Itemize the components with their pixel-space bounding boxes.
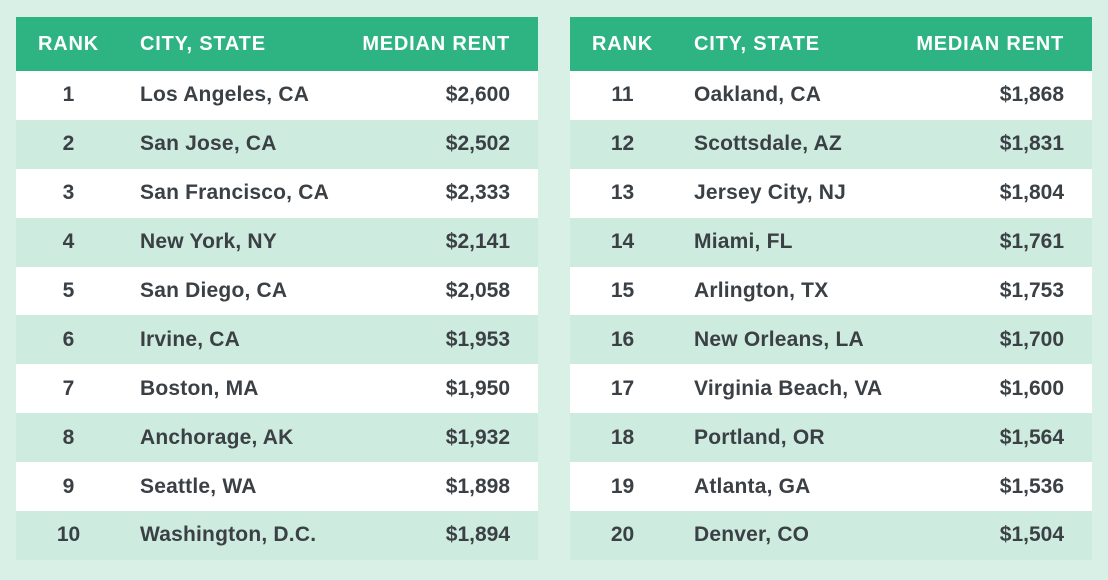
rank-cell: 18 [610,425,635,449]
rent-cell: $1,600 [999,376,1064,400]
city-cell: San Francisco, CA [140,181,329,205]
table-row: 12 Scottsdale, AZ $1,831 [570,119,1092,169]
rent-cell: $2,058 [445,279,510,302]
column-header-median-rent: MEDIAN RENT [362,32,510,55]
city-cell: San Diego, CA [140,279,288,302]
city-cell: New Orleans, LA [694,327,864,351]
rent-cell: $1,504 [999,523,1064,547]
column-header-median-rent: MEDIAN RENT [916,32,1064,55]
city-cell: Atlanta, GA [694,474,811,498]
table-row: 9 Seattle, WA $1,898 [16,462,538,512]
rank-cell: 10 [56,523,81,547]
table-row: 3 San Francisco, CA $2,333 [16,168,538,218]
rank-cell: 6 [62,327,75,351]
column-header-city-state: CITY, STATE [140,32,266,55]
table-body: 11 Oakland, CA $1,868 12 Scottsdale, AZ $1,83… [570,71,1092,560]
city-cell: Anchorage, AK [140,425,294,449]
table-row: 14 Miami, FL $1,761 [570,217,1092,267]
city-cell: Irvine, CA [140,327,241,351]
rank-cell: 15 [610,279,635,302]
city-cell: Boston, MA [140,376,259,400]
rent-cell: $1,894 [445,523,510,547]
city-cell: Washington, D.C. [140,523,317,547]
rank-cell: 3 [62,181,75,205]
rank-cell: 16 [610,327,635,351]
city-cell: Virginia Beach, VA [694,376,883,400]
rent-cell: $1,753 [999,279,1064,302]
table-row: 5 San Diego, CA $2,058 [16,266,538,316]
rank-cell: 17 [610,376,635,400]
table-row: 10 Washington, D.C. $1,894 [16,511,538,560]
rent-cell: $1,953 [445,327,510,351]
table-header-row: RANK CITY, STATE MEDIAN RENT [570,17,1092,71]
table-row: 18 Portland, OR $1,564 [570,413,1092,463]
city-cell: Los Angeles, CA [140,83,310,107]
table-row: 4 New York, NY $2,141 [16,217,538,267]
table-row: 1 Los Angeles, CA $2,600 [16,71,538,120]
rent-cell: $2,333 [445,181,510,205]
rent-cell: $1,804 [999,181,1064,205]
rank-cell: 5 [62,279,75,302]
rank-cell: 7 [62,376,75,400]
rank-cell: 12 [610,132,635,156]
city-cell: Seattle, WA [140,474,257,498]
city-cell: Miami, FL [694,230,793,254]
table-row: 20 Denver, CO $1,504 [570,511,1092,560]
rank-cell: 4 [62,230,75,254]
rent-cell: $2,141 [445,230,510,254]
rent-cell: $1,898 [445,474,510,498]
city-cell: Arlington, TX [694,279,829,302]
table-row: 7 Boston, MA $1,950 [16,364,538,414]
rent-cell: $1,700 [999,327,1064,351]
table-row: 6 Irvine, CA $1,953 [16,315,538,365]
rent-cell: $1,761 [999,230,1064,254]
rank-cell: 2 [62,132,75,156]
column-header-city-state: CITY, STATE [694,32,820,55]
table-row: 17 Virginia Beach, VA $1,600 [570,364,1092,414]
table-row: 8 Anchorage, AK $1,932 [16,413,538,463]
rank-cell: 1 [62,83,75,107]
city-cell: New York, NY [140,230,278,254]
table-row: 13 Jersey City, NJ $1,804 [570,168,1092,218]
city-cell: Scottsdale, AZ [694,132,842,156]
table-header-row: RANK CITY, STATE MEDIAN RENT [16,17,538,71]
table-row: 19 Atlanta, GA $1,536 [570,462,1092,512]
city-cell: Oakland, CA [694,83,822,107]
rent-cell: $1,932 [445,425,510,449]
column-header-rank: RANK [38,32,99,55]
rent-cell: $2,600 [445,83,510,107]
city-cell: San Jose, CA [140,132,277,156]
table-body: 1 Los Angeles, CA $2,600 2 San Jose, CA $2,50… [16,71,538,560]
city-cell: Denver, CO [694,523,810,547]
rent-cell: $1,868 [999,83,1064,107]
median-rent-table-ranks-1-10: RANK CITY, STATE MEDIAN RENT 1 Los Angele… [16,17,538,560]
rank-cell: 9 [62,474,75,498]
rank-cell: 19 [610,474,635,498]
city-cell: Portland, OR [694,425,825,449]
rank-cell: 14 [610,230,635,254]
rent-cell: $1,564 [999,425,1064,449]
rent-cell: $1,536 [999,474,1064,498]
rent-cell: $1,831 [999,132,1064,156]
rank-cell: 20 [610,523,635,547]
rank-cell: 11 [611,83,634,107]
rank-cell: 13 [610,181,635,205]
column-header-rank: RANK [592,32,653,55]
table-row: 11 Oakland, CA $1,868 [570,71,1092,120]
city-cell: Jersey City, NJ [694,181,847,205]
table-row: 16 New Orleans, LA $1,700 [570,315,1092,365]
rent-cell: $1,950 [445,376,510,400]
rent-cell: $2,502 [445,132,510,156]
table-row: 15 Arlington, TX $1,753 [570,266,1092,316]
table-row: 2 San Jose, CA $2,502 [16,119,538,169]
rank-cell: 8 [62,425,75,449]
median-rent-table-ranks-11-20: RANK CITY, STATE MEDIAN RENT 11 Oakland, … [570,17,1092,560]
